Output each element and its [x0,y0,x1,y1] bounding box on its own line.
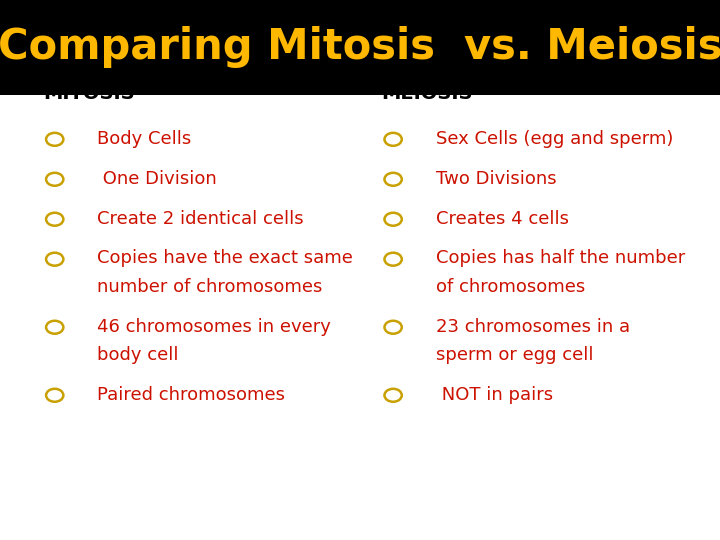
Text: of chromosomes: of chromosomes [436,278,585,295]
Text: sperm or egg cell: sperm or egg cell [436,346,593,363]
Text: Body Cells: Body Cells [97,130,192,147]
Text: Two Divisions: Two Divisions [436,170,557,187]
Text: 46 chromosomes in every: 46 chromosomes in every [97,318,331,335]
Text: Copies has half the number: Copies has half the number [436,249,685,267]
Text: MEIOSIS: MEIOSIS [382,84,473,103]
Text: Paired chromosomes: Paired chromosomes [97,386,285,403]
Text: One Division: One Division [97,170,217,187]
Text: Create 2 identical cells: Create 2 identical cells [97,210,304,227]
Text: Comparing Mitosis  vs. Meiosis: Comparing Mitosis vs. Meiosis [0,26,720,68]
Text: number of chromosomes: number of chromosomes [97,278,323,295]
Text: MITOSIS: MITOSIS [43,84,135,103]
Text: Sex Cells (egg and sperm): Sex Cells (egg and sperm) [436,130,673,147]
Text: 23 chromosomes in a: 23 chromosomes in a [436,318,630,335]
Text: body cell: body cell [97,346,179,363]
Text: NOT in pairs: NOT in pairs [436,386,553,403]
Text: Creates 4 cells: Creates 4 cells [436,210,569,227]
Text: Copies have the exact same: Copies have the exact same [97,249,353,267]
